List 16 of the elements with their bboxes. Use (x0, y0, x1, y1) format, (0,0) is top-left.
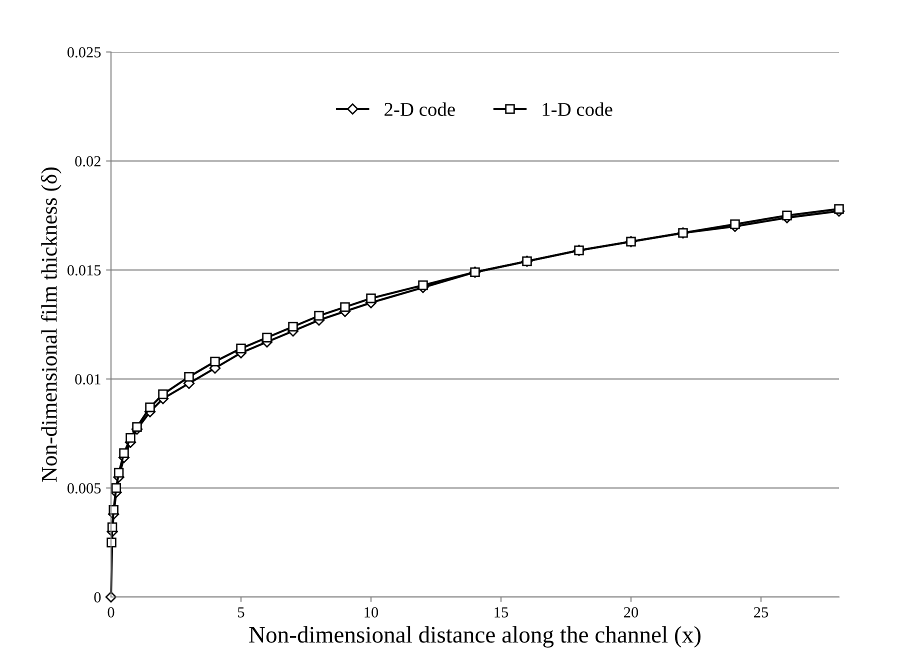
x-tick-label: 10 (364, 607, 378, 618)
x-axis-title: Non-dimensional distance along the channel (x) (249, 626, 700, 648)
x-tick-label: 15 (494, 607, 508, 618)
y-tick-label: 0.01 (75, 374, 100, 385)
x-tick-label: 5 (238, 607, 244, 618)
y-tick-label: 0.015 (67, 265, 101, 276)
legend-label: 1-D code (542, 102, 612, 116)
y-tick-label: 0.025 (67, 47, 101, 58)
y-tick-label: 0.005 (67, 483, 101, 494)
y-tick-label: 0.02 (75, 156, 100, 167)
y-tick-label: 0 (94, 592, 101, 602)
legend-label: 2-D code (384, 102, 455, 116)
x-tick-label: 0 (108, 607, 114, 618)
x-tick-label: 25 (754, 607, 768, 618)
x-tick-label: 20 (624, 607, 638, 618)
y-axis-title: Non-dimensional film thickness (δ) (40, 167, 62, 482)
